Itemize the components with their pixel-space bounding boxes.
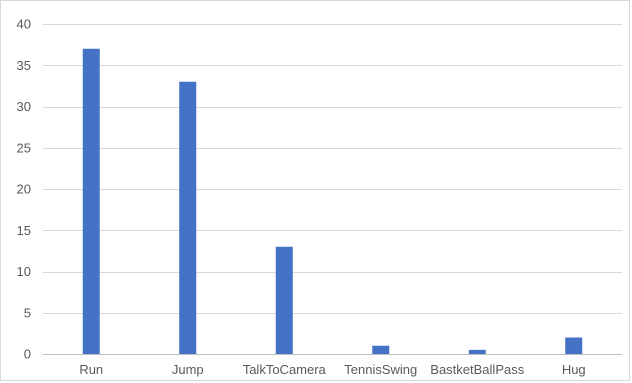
x-tick-label: Run	[79, 362, 103, 377]
y-tick-label: 15	[17, 223, 31, 238]
x-tick-label: Hug	[562, 362, 586, 377]
x-tick-label: TalkToCamera	[243, 362, 327, 377]
y-tick-label: 25	[17, 140, 31, 155]
bar-run	[82, 48, 100, 354]
y-tick-labels: 0 5 10 15 20 25 30 35 40	[17, 17, 31, 362]
y-tick-label: 35	[17, 58, 31, 73]
bar-bastketballpass	[468, 349, 486, 354]
bar-tennisswing	[372, 345, 390, 354]
bars	[82, 48, 583, 354]
y-tick-label: 10	[17, 264, 31, 279]
y-tick-label: 0	[24, 347, 31, 362]
bar-jump	[179, 81, 197, 354]
y-tick-label: 5	[24, 305, 31, 320]
x-tick-label: BastketBallPass	[430, 362, 524, 377]
y-tick-label: 40	[17, 17, 31, 32]
bar-talktocamera	[275, 246, 293, 354]
y-tick-label: 20	[17, 182, 31, 197]
x-tick-label: TennisSwing	[344, 362, 417, 377]
x-tick-label: Jump	[172, 362, 204, 377]
bar-hug	[565, 337, 583, 354]
x-tick-labels: Run Jump TalkToCamera TennisSwing BastketBal…	[79, 362, 585, 377]
y-tick-label: 30	[17, 99, 31, 114]
gridlines	[43, 24, 622, 314]
